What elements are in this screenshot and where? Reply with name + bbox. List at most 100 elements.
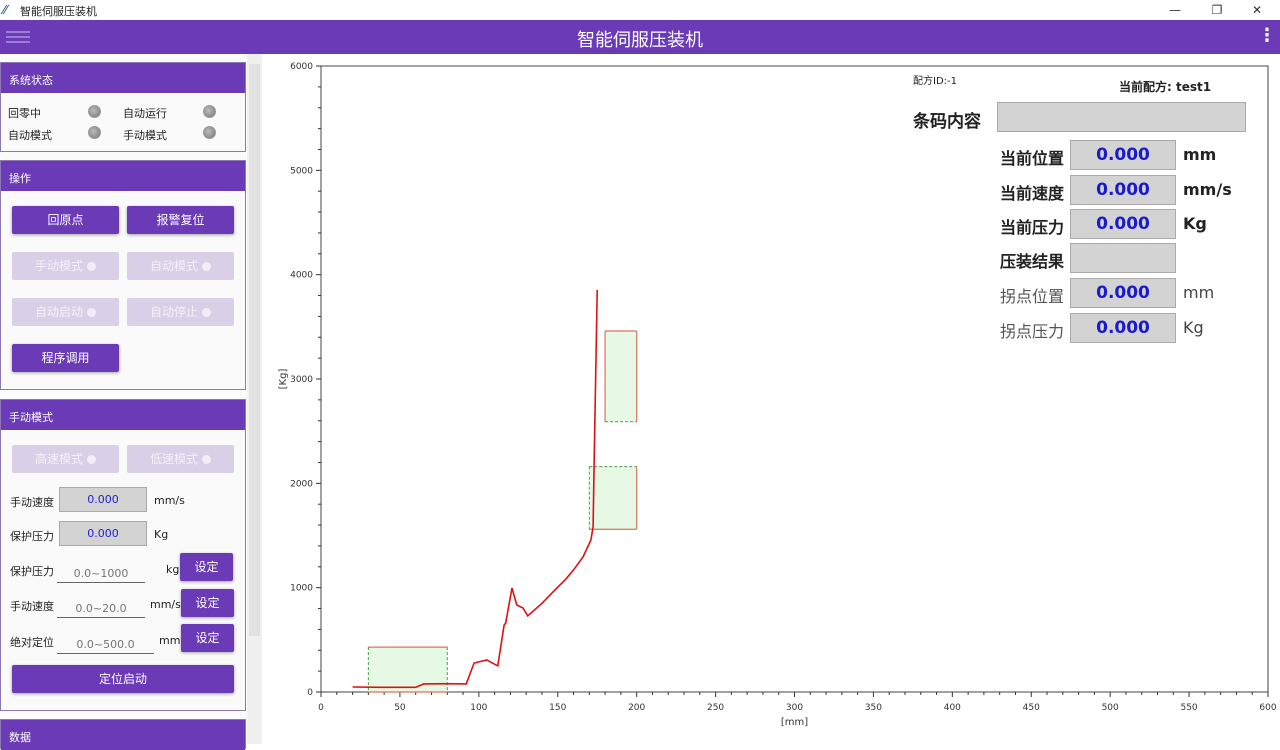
y-tick-label: 1000 <box>290 584 313 594</box>
unit-label: mm <box>159 634 181 647</box>
protect-pressure-unit: Kg <box>154 528 169 541</box>
auto-stop-button[interactable]: 自动停止 <box>127 298 234 326</box>
x-tick-label: 100 <box>470 703 487 713</box>
recipe-id: 配方ID:-1 <box>913 76 957 87</box>
auto-start-button[interactable]: 自动启动 <box>12 298 119 326</box>
position-start-button[interactable]: 定位启动 <box>12 665 234 693</box>
info-label: 压装结果 <box>999 252 1064 271</box>
info-unit: Kg <box>1183 214 1207 233</box>
y-tick-label: 2000 <box>290 479 313 489</box>
panel-title: 数据 <box>1 720 245 750</box>
status-label: 回零中 <box>8 107 41 120</box>
app-logo-icon: ⁄⁄ <box>3 3 8 17</box>
status-label: 自动模式 <box>8 129 52 142</box>
status-led <box>203 105 216 118</box>
restore-button[interactable]: ❐ <box>1211 3 1223 17</box>
evaluation-window <box>589 466 637 530</box>
evaluation-window <box>605 331 637 422</box>
status-led <box>88 105 101 118</box>
program-call-button[interactable]: 程序调用 <box>12 344 119 372</box>
info-label: 拐点压力 <box>999 322 1064 341</box>
info-value: 0.000 <box>1070 278 1176 308</box>
current-recipe: 当前配方: test1 <box>1119 80 1212 94</box>
unit-label: mm/s <box>150 598 181 611</box>
x-axis-label: [mm] <box>781 717 808 728</box>
info-label: 当前速度 <box>999 184 1064 203</box>
indicator-dot-icon <box>202 262 211 271</box>
pressure-curve <box>352 289 599 689</box>
barcode-label: 条码内容 <box>913 112 981 132</box>
protect-pressure-input[interactable] <box>57 565 145 583</box>
manual-speed-input[interactable] <box>57 600 145 618</box>
hamburger-icon[interactable] <box>6 28 30 46</box>
button-label: 高速模式 <box>34 452 83 466</box>
info-value: 0.000 <box>1070 175 1176 205</box>
button-label: 自动模式 <box>149 259 198 273</box>
info-value: 0.000 <box>1070 140 1176 170</box>
manual-mode-button[interactable]: 手动模式 <box>12 252 119 280</box>
x-tick-label: 400 <box>944 703 961 713</box>
panel-title: 操作 <box>1 161 245 191</box>
manual-speed-label: 手动速度 <box>10 496 54 509</box>
sidebar-scrollbar[interactable] <box>247 54 262 744</box>
x-tick-label: 200 <box>628 703 645 713</box>
app-header: 智能伺服压装机 ⋮ <box>0 20 1280 54</box>
auto-mode-button[interactable]: 自动模式 <box>127 252 234 280</box>
set-manual-speed-label: 手动速度 <box>10 600 54 613</box>
close-button[interactable]: ✕ <box>1251 3 1263 17</box>
info-unit: mm/s <box>1183 180 1232 199</box>
alarm-reset-button[interactable]: 报警复位 <box>127 206 234 234</box>
indicator-dot-icon <box>87 262 96 271</box>
protect-pressure-value: 0.000 <box>59 521 147 546</box>
y-axis-label: [Kg] <box>278 369 289 390</box>
y-tick-label: 3000 <box>290 375 313 385</box>
low-speed-button[interactable]: 低速模式 <box>127 445 234 473</box>
indicator-dot-icon <box>202 455 211 464</box>
x-tick-label: 50 <box>394 703 406 713</box>
set-absolute-position-button[interactable]: 设定 <box>181 624 234 652</box>
y-tick-label: 5000 <box>290 166 313 176</box>
data-panel: 数据 <box>0 719 246 750</box>
status-label: 手动模式 <box>123 129 167 142</box>
x-tick-label: 450 <box>1023 703 1040 713</box>
evaluation-window <box>368 647 448 692</box>
status-led <box>88 126 101 139</box>
status-label: 自动运行 <box>123 107 167 120</box>
manual-speed-unit: mm/s <box>154 494 185 507</box>
indicator-dot-icon <box>87 308 96 317</box>
set-absolute-position-label: 绝对定位 <box>10 636 54 649</box>
button-label: 自动停止 <box>149 305 198 319</box>
manual-speed-value: 0.000 <box>59 487 147 512</box>
unit-label: kg <box>166 563 180 576</box>
info-label: 当前位置 <box>999 149 1064 168</box>
minimize-button[interactable]: — <box>1169 3 1181 17</box>
info-value <box>1070 243 1176 273</box>
info-unit: mm <box>1183 283 1215 302</box>
protect-pressure-label: 保护压力 <box>10 530 54 543</box>
window-titlebar: ⁄⁄ 智能伺服压装机 — ❐ ✕ <box>0 0 1280 20</box>
panel-title: 系统状态 <box>1 63 245 93</box>
indicator-dot-icon <box>87 455 96 464</box>
set-manual-speed-button[interactable]: 设定 <box>181 589 234 617</box>
more-menu-icon[interactable]: ⋮ <box>1258 25 1276 46</box>
info-unit: mm <box>1183 145 1217 164</box>
window-title: 智能伺服压装机 <box>20 5 97 18</box>
info-value: 0.000 <box>1070 313 1176 343</box>
high-speed-button[interactable]: 高速模式 <box>12 445 119 473</box>
x-tick-label: 0 <box>318 703 324 713</box>
button-label: 手动模式 <box>34 259 83 273</box>
y-tick-label: 6000 <box>290 62 313 72</box>
app-title: 智能伺服压装机 <box>577 30 703 51</box>
y-tick-label: 4000 <box>290 271 313 281</box>
pressure-displacement-chart: 0 50 100 150 200 250 300 350 400 450 500 550 6000100… <box>278 62 1277 728</box>
set-protect-pressure-button[interactable]: 设定 <box>180 553 233 581</box>
home-button[interactable]: 回原点 <box>12 206 119 234</box>
button-label: 自动启动 <box>34 305 83 319</box>
x-tick-label: 250 <box>707 703 724 713</box>
set-protect-pressure-label: 保护压力 <box>10 565 54 578</box>
plot-frame <box>320 65 1269 693</box>
x-tick-label: 550 <box>1180 703 1197 713</box>
absolute-position-input[interactable] <box>57 636 154 654</box>
scrollbar-thumb[interactable] <box>249 64 260 636</box>
info-value: 0.000 <box>1070 209 1176 239</box>
